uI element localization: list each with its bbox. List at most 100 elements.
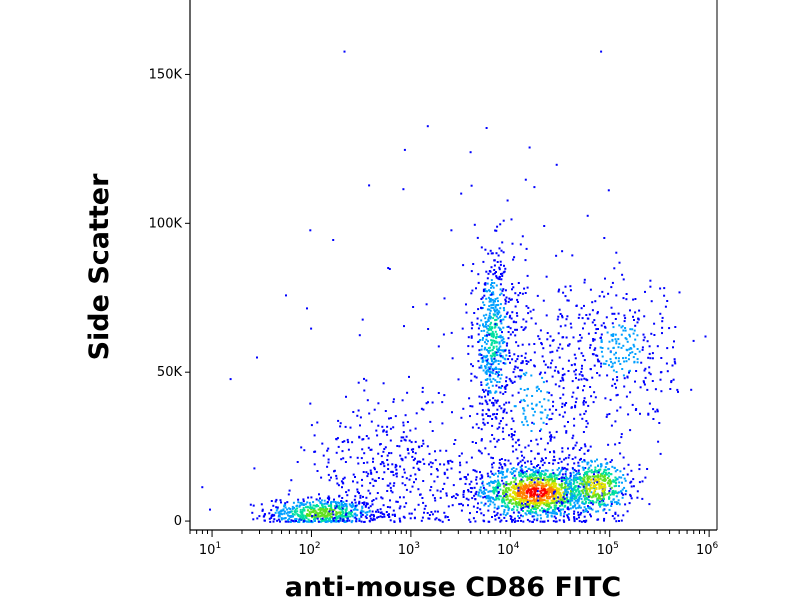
event-point <box>526 476 529 479</box>
event-point <box>369 469 372 472</box>
event-point <box>486 482 489 485</box>
event-point <box>538 481 541 484</box>
event-point <box>405 477 408 480</box>
event-point <box>571 494 574 497</box>
event-point <box>499 377 502 380</box>
event-point <box>321 519 324 522</box>
event-point <box>618 324 621 327</box>
event-point <box>614 479 617 482</box>
event-point <box>538 373 541 376</box>
event-point <box>561 476 564 479</box>
event-point <box>557 371 560 374</box>
event-point <box>494 323 497 326</box>
event-point <box>590 481 593 484</box>
event-point <box>509 361 511 364</box>
event-point <box>546 338 549 341</box>
event-point <box>539 509 541 512</box>
event-point <box>467 498 470 501</box>
event-point <box>540 473 543 476</box>
event-point <box>503 362 506 365</box>
event-point <box>496 297 499 300</box>
event-point <box>606 477 609 479</box>
event-point <box>389 427 392 430</box>
event-point <box>570 478 573 481</box>
event-point <box>602 362 605 365</box>
event-point <box>532 496 535 499</box>
event-point <box>478 366 481 369</box>
event-point <box>513 434 516 437</box>
event-point <box>497 507 500 509</box>
event-point <box>592 471 595 473</box>
event-point <box>332 239 335 241</box>
event-point <box>263 515 266 518</box>
event-point <box>469 520 472 523</box>
event-point <box>330 516 333 518</box>
event-point <box>402 424 405 427</box>
outlier-point <box>343 50 346 53</box>
event-point <box>479 352 482 355</box>
event-point <box>530 439 533 442</box>
event-point <box>505 488 507 491</box>
event-point <box>595 470 597 473</box>
event-point <box>487 351 490 354</box>
event-point <box>533 186 536 189</box>
event-point <box>298 505 301 508</box>
event-point <box>312 504 315 507</box>
event-point <box>559 491 562 494</box>
event-point <box>522 484 525 487</box>
event-point <box>351 519 354 522</box>
event-point <box>527 505 529 508</box>
event-point <box>496 440 499 443</box>
event-point <box>581 500 584 503</box>
event-point <box>483 283 486 286</box>
event-point <box>386 454 389 457</box>
event-point <box>404 456 407 459</box>
event-point <box>560 484 563 487</box>
event-point <box>497 470 500 472</box>
event-point <box>495 333 498 336</box>
event-point <box>484 495 486 498</box>
event-point <box>560 486 563 489</box>
event-point <box>592 484 595 487</box>
event-point <box>502 513 505 516</box>
event-point <box>326 517 329 520</box>
event-point <box>522 506 525 509</box>
event-point <box>511 283 514 285</box>
event-point <box>503 264 505 267</box>
event-point <box>497 303 500 306</box>
event-point <box>374 479 377 482</box>
event-point <box>487 500 490 503</box>
event-point <box>634 338 637 341</box>
event-point <box>490 481 493 484</box>
event-point <box>468 518 471 521</box>
event-point <box>498 275 501 278</box>
event-point <box>490 490 493 493</box>
event-point <box>513 517 516 520</box>
event-point <box>578 506 580 509</box>
event-point <box>288 517 291 520</box>
event-point <box>249 503 252 506</box>
event-point <box>487 368 490 371</box>
event-point <box>562 415 565 418</box>
outlier-point <box>403 148 406 151</box>
event-point <box>431 513 434 516</box>
event-point <box>561 473 564 476</box>
event-point <box>625 298 628 301</box>
event-point <box>334 501 337 503</box>
event-point <box>608 485 611 487</box>
event-point <box>603 502 606 505</box>
event-point <box>504 302 507 305</box>
event-point <box>663 287 666 290</box>
event-point <box>632 485 635 488</box>
event-point <box>480 354 483 356</box>
event-point <box>532 503 535 505</box>
event-point <box>269 520 272 523</box>
event-point <box>354 507 356 510</box>
event-point <box>485 323 487 326</box>
event-point <box>500 273 502 275</box>
event-point <box>544 371 547 374</box>
event-point <box>567 421 569 423</box>
event-point <box>510 409 513 412</box>
event-point <box>283 504 286 507</box>
event-point <box>639 412 641 415</box>
